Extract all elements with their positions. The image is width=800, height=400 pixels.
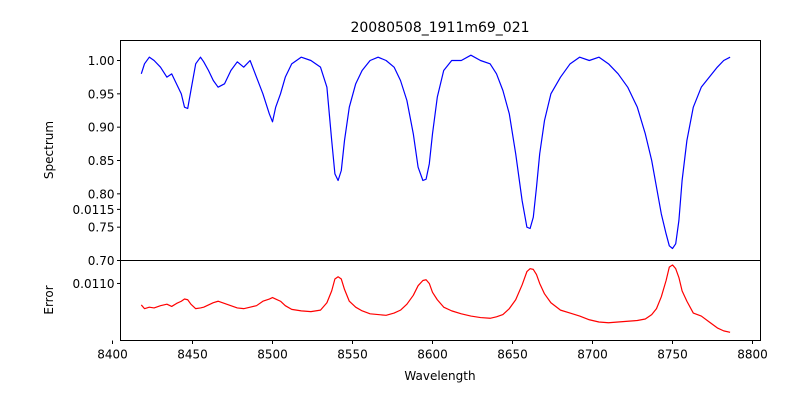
error-series-line-group bbox=[140, 264, 731, 333]
x-tick-label: 8700 bbox=[577, 348, 608, 362]
spectrum-plot-area bbox=[140, 54, 731, 250]
spectrum-y-tick-label: 1.00 bbox=[88, 54, 115, 68]
spectrum-panel: 0.70 0.75 0.80 0.85 0.90 0.95 1.00 Spectrum bbox=[42, 40, 761, 268]
spectrum-series-line bbox=[140, 54, 731, 250]
spectrum-y-label: Spectrum bbox=[42, 121, 56, 179]
error-y-ticks: 0.0110 0.0115 bbox=[73, 203, 121, 291]
x-tick-label: 8550 bbox=[337, 348, 368, 362]
chart-title: 20080508_1911m69_021 bbox=[350, 20, 529, 36]
error-y-label: Error bbox=[42, 285, 56, 314]
error-series-line bbox=[140, 264, 731, 333]
spectrum-y-tick-label: 0.70 bbox=[88, 254, 115, 268]
error-axes-frame bbox=[120, 260, 761, 341]
spectrum-y-tick-label: 0.90 bbox=[88, 121, 115, 135]
error-y-tick-label: 0.0110 bbox=[73, 277, 115, 291]
x-tick-label: 8600 bbox=[417, 348, 448, 362]
x-tick-label: 8400 bbox=[97, 348, 128, 362]
spectrum-y-tick-label: 0.85 bbox=[88, 154, 115, 168]
x-tick-label: 8500 bbox=[257, 348, 288, 362]
spectrum-series-line-group bbox=[140, 54, 731, 250]
x-axis-label: Wavelength bbox=[404, 369, 475, 383]
spectrum-y-tick-label: 0.80 bbox=[88, 187, 115, 201]
spectrum-y-tick-label: 0.95 bbox=[88, 87, 115, 101]
error-x-ticks: 8400 8450 8500 8550 8600 8650 8700 8750 8800 bbox=[97, 340, 768, 362]
x-tick-label: 8650 bbox=[497, 348, 528, 362]
spectrum-y-ticks: 0.70 0.75 0.80 0.85 0.90 0.95 1.00 bbox=[88, 54, 121, 268]
x-tick-label: 8800 bbox=[737, 348, 768, 362]
error-plot-area bbox=[140, 264, 731, 333]
error-y-tick-label: 0.0115 bbox=[73, 203, 115, 217]
error-panel: 0.0110 0.0115 8400 8450 8500 8550 8600 8650 870… bbox=[42, 203, 768, 383]
x-tick-label: 8750 bbox=[657, 348, 688, 362]
x-tick-label: 8450 bbox=[177, 348, 208, 362]
spectrum-y-tick-label: 0.75 bbox=[88, 221, 115, 235]
